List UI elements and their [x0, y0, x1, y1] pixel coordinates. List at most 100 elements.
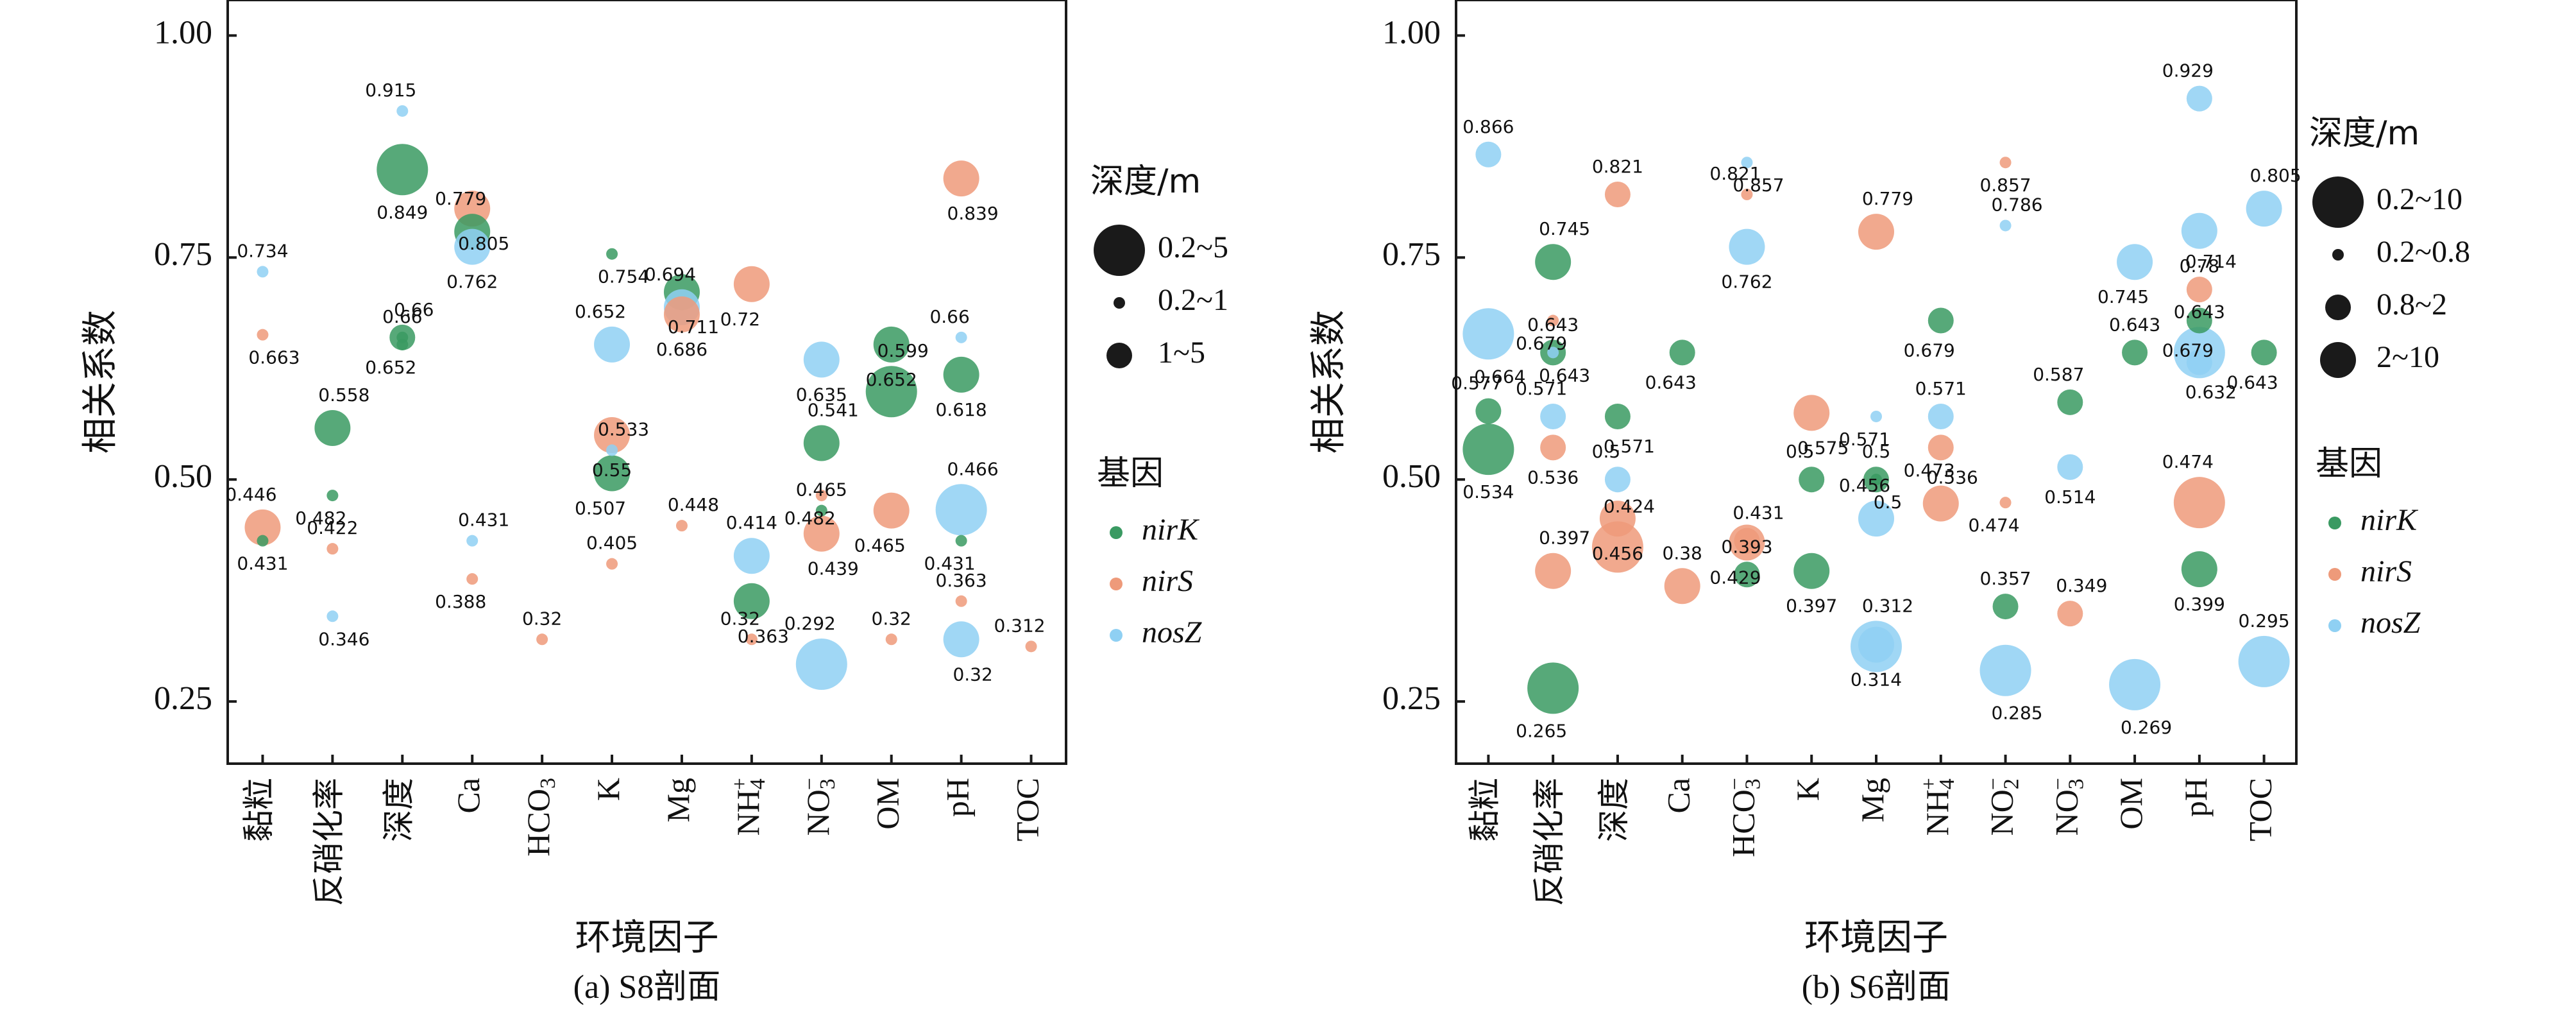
x-tick-label: 反硝化率 — [1532, 778, 1568, 906]
legend-gene-marker — [2328, 619, 2341, 632]
x-tick-label: TOC — [2242, 778, 2278, 841]
data-label: 0.346 — [318, 628, 369, 649]
x-tick-label: NH4+ — [1917, 778, 1959, 836]
data-point-nirS — [815, 490, 827, 502]
data-point-nosZ — [594, 326, 631, 363]
data-label: 0.805 — [2250, 165, 2301, 186]
data-label: 0.714 — [2185, 251, 2237, 272]
legend-size-marker — [1114, 297, 1125, 309]
data-point-nosZ — [2186, 85, 2212, 112]
data-point-nirS — [1025, 640, 1037, 653]
data-label: 0.422 — [307, 517, 358, 538]
data-point-nosZ — [935, 484, 987, 536]
data-label: 0.664 — [1474, 366, 1525, 387]
data-label: 0.349 — [2056, 575, 2107, 596]
legend-gene-label: nosZ — [2360, 606, 2421, 640]
data-label: 0.5 — [1592, 441, 1621, 462]
data-label: 0.643 — [2227, 372, 2278, 393]
data-point-nosZ — [1462, 308, 1514, 360]
legend-size-label: 0.2~10 — [2377, 182, 2462, 216]
data-point-nirK — [1928, 307, 1954, 334]
data-label: 0.686 — [656, 339, 708, 360]
data-label: 0.618 — [936, 399, 987, 420]
data-label: 0.849 — [377, 202, 428, 223]
data-point-nosZ — [1729, 228, 1765, 265]
data-label: 0.5 — [1862, 441, 1891, 462]
data-point-nirK — [606, 248, 618, 260]
svg-text:HCO3−: HCO3− — [1723, 778, 1765, 857]
data-label: 0.465 — [854, 535, 906, 556]
x-tick-label: pH — [940, 778, 976, 817]
svg-text:反硝化率: 反硝化率 — [311, 778, 347, 906]
y-tick-label: 0.75 — [154, 236, 212, 273]
data-label: 0.734 — [237, 240, 288, 261]
x-tick-label: OM — [2114, 778, 2149, 830]
y-tick-label: 0.25 — [1382, 680, 1441, 717]
svg-text:HCO3: HCO3 — [521, 778, 560, 857]
data-point-nirK — [943, 356, 979, 393]
data-point-nirK — [2122, 339, 2148, 366]
data-label: 0.424 — [1604, 495, 1655, 517]
data-label: 0.652 — [365, 357, 416, 378]
data-label: 0.679 — [1904, 340, 1955, 361]
x-tick-label: K — [1790, 778, 1826, 801]
data-label: 0.388 — [435, 591, 486, 612]
data-point-nirS — [1591, 521, 1643, 573]
x-tick-label: K — [591, 778, 627, 801]
data-label: 0.482 — [295, 508, 346, 529]
legend-size-label: 2~10 — [2377, 340, 2439, 374]
data-point-nirK — [873, 326, 910, 363]
data-label: 0.456 — [1592, 543, 1643, 564]
data-point-nirS — [326, 543, 339, 555]
data-label: 0.762 — [446, 271, 498, 293]
data-point-nirK — [314, 409, 351, 446]
data-point-nirS — [1858, 214, 1894, 250]
data-point-nirS — [1664, 568, 1700, 605]
x-tick-label: NH4+ — [728, 778, 770, 836]
x-tick-label: 反硝化率 — [311, 778, 347, 906]
legend-size-label: 0.2~1 — [1158, 283, 1228, 317]
data-label: 0.473 — [1904, 460, 1955, 481]
legend-size-label: 0.2~5 — [1158, 230, 1228, 264]
data-point-nosZ — [1979, 644, 2031, 696]
data-label: 0.534 — [1462, 481, 1514, 502]
legend-gene-label: nirS — [2360, 554, 2412, 588]
data-label: 0.507 — [575, 498, 626, 519]
data-label: 0.431 — [1733, 502, 1784, 524]
data-point-nosZ — [803, 341, 840, 378]
data-point-nirK — [1793, 553, 1830, 589]
data-label: 0.571 — [1915, 378, 1967, 399]
panel-caption: (b) S6剖面 — [1802, 969, 1951, 1006]
data-point-nosZ — [795, 639, 847, 690]
data-label: 0.694 — [645, 264, 696, 285]
svg-text:Ca: Ca — [1661, 778, 1697, 814]
data-point-nirS — [1547, 314, 1559, 327]
data-label: 0.456 — [1839, 475, 1890, 496]
data-point-nirS — [745, 633, 758, 646]
data-label: 0.857 — [1733, 175, 1784, 196]
data-point-nosZ — [396, 105, 409, 117]
data-label: 0.779 — [435, 188, 486, 209]
data-label: 0.55 — [592, 459, 632, 481]
data-label: 0.314 — [1851, 669, 1902, 690]
data-label: 0.663 — [248, 347, 300, 368]
data-label: 0.514 — [2044, 486, 2096, 508]
data-label: 0.745 — [2097, 286, 2149, 307]
svg-text:Mg: Mg — [660, 778, 696, 822]
data-label: 0.599 — [877, 340, 929, 361]
data-point-nosZ — [1999, 219, 2012, 232]
data-point-nosZ — [1475, 141, 1502, 167]
data-label: 0.312 — [1862, 595, 1913, 616]
x-tick-label: OM — [870, 778, 906, 830]
data-label: 0.571 — [1516, 378, 1567, 399]
data-label: 0.5 — [1786, 441, 1815, 462]
legend-size-marker — [2325, 295, 2351, 320]
data-point-nirK — [733, 583, 770, 619]
data-label: 0.536 — [1927, 467, 1978, 488]
svg-text:NH4+: NH4+ — [728, 778, 770, 836]
data-point-nirK — [2186, 307, 2212, 334]
data-point-nirS — [1999, 497, 2012, 509]
data-label: 0.577 — [1451, 373, 1502, 394]
data-point-nosZ — [2109, 658, 2161, 710]
